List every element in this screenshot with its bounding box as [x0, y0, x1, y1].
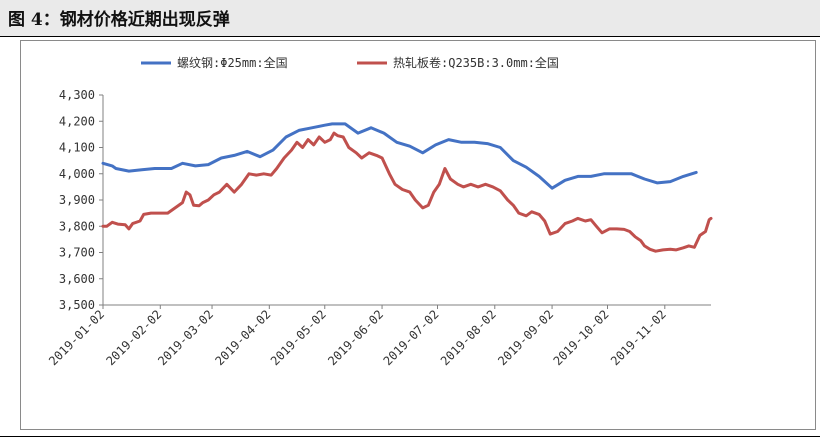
x-tick-label: 2019-09-02	[495, 307, 556, 368]
y-tick-label: 4,100	[59, 141, 95, 155]
y-tick-label: 3,800	[59, 219, 95, 233]
legend-label-1: 螺纹钢:Φ25mm:全国	[177, 55, 288, 70]
y-tick-label: 4,200	[59, 114, 95, 128]
line-chart: 3,500 3,600 3,700 3,800 3,900 4,000 4,100 4,200…	[46, 55, 713, 368]
bottom-rule	[0, 436, 820, 437]
x-tick-label: 2019-06-02	[325, 307, 386, 368]
series-line-2	[101, 131, 713, 253]
title-bar: 图 4：钢材价格近期出现反弹	[0, 0, 820, 37]
x-tick-label: 2019-04-02	[212, 307, 273, 368]
x-tick-label: 2019-03-02	[155, 307, 216, 368]
y-tick-label: 4,300	[59, 88, 95, 102]
x-tick-label: 2019-10-02	[551, 307, 612, 368]
chart-frame: 3,500 3,600 3,700 3,800 3,900 4,000 4,100 4,200…	[20, 40, 816, 430]
figure-title: 图 4：钢材价格近期出现反弹	[8, 10, 230, 30]
x-tick-label: 2019-05-02	[268, 307, 329, 368]
x-tick-label: 2019-11-02	[608, 307, 669, 368]
x-tick-label: 2019-08-02	[438, 307, 499, 368]
y-tick-label: 3,900	[59, 193, 95, 207]
legend-label-2: 热轧板卷:Q235B:3.0mm:全国	[393, 55, 559, 70]
y-tick-label: 4,000	[59, 167, 95, 181]
x-tick-label: 2019-01-02	[46, 307, 107, 368]
y-tick-label: 3,600	[59, 272, 95, 286]
series-line-1	[101, 122, 698, 190]
y-tick-label: 3,500	[59, 298, 95, 312]
y-tick-label: 3,700	[59, 246, 95, 260]
x-tick-label: 2019-07-02	[381, 307, 442, 368]
